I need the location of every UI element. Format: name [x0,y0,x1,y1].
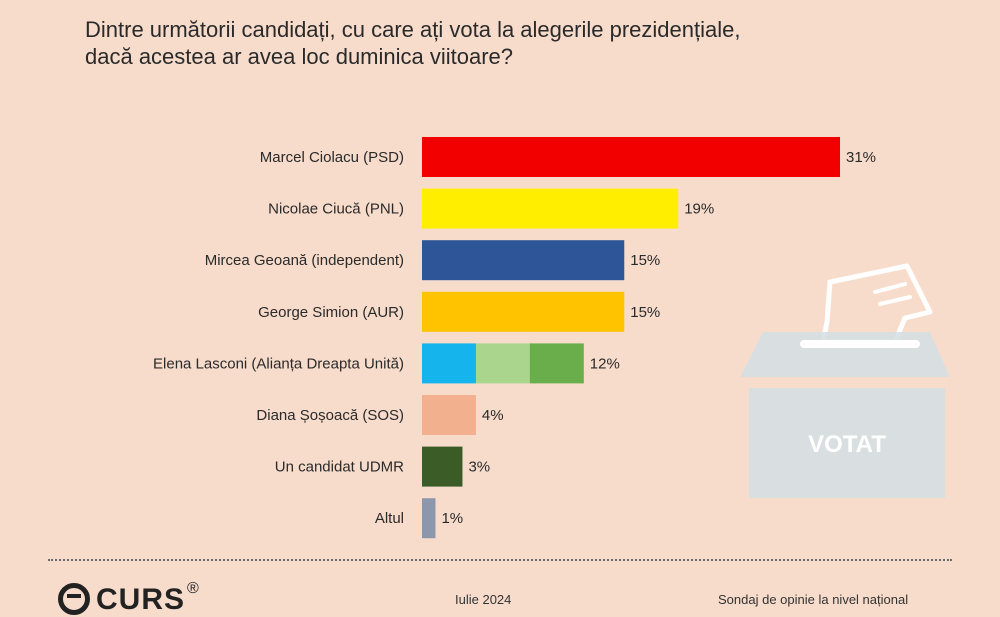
bar-diana-sosoaca-sos [422,395,476,435]
ballot-box-label: VOTAT [808,431,886,458]
bar-chart: Marcel Ciolacu (PSD) Nicolae Ciucă (PNL) M… [153,137,876,539]
curs-logo: CURS ® [58,580,199,616]
bar-elena-lasconi-alianta-dreapta-unita-segment-1 [422,343,477,384]
logo-registered-mark: ® [187,580,199,597]
value-label-george-simion-aur: 15% [630,304,660,321]
value-label-diana-sosoaca-sos: 4% [482,407,504,424]
category-label-un-candidat-udmr: Un candidat UDMR [275,459,404,476]
category-labels: Marcel Ciolacu (PSD) Nicolae Ciucă (PNL) M… [153,149,404,527]
logo-text: CURS [96,583,186,616]
bar-marcel-ciolacu-psd [422,137,840,177]
value-label-marcel-ciolacu-psd: 31% [846,149,876,166]
bar-nicolae-ciuca-pnl [422,188,679,229]
value-label-elena-lasconi-alianta-dreapta-unita: 12% [590,355,620,372]
ballot-hand-icon [820,263,933,345]
category-label-elena-lasconi-alianta-dreapta-unita: Elena Lasconi (Alianța Dreapta Unită) [153,355,404,372]
chart-title: Dintre următorii candidați, cu care ați … [85,17,741,69]
logo-mark-icon [58,583,90,615]
value-label-un-candidat-udmr: 3% [468,459,490,476]
category-label-mircea-geoana-independent: Mircea Geoană (independent) [205,252,404,269]
value-label-altul: 1% [441,510,463,527]
bar-altul [422,498,436,539]
category-label-nicolae-ciuca-pnl: Nicolae Ciucă (PNL) [268,201,404,218]
value-label-nicolae-ciuca-pnl: 19% [684,201,714,218]
ballot-box-icon: VOTAT [740,263,950,498]
value-labels: 31% 19% 15% 15% 12% 4% 3% 1% [441,149,876,527]
value-label-mircea-geoana-independent: 15% [630,252,660,269]
footer-divider [48,559,952,561]
bar-elena-lasconi-alianta-dreapta-unita-segment-2 [475,343,531,384]
bars [422,137,840,539]
bar-elena-lasconi-alianta-dreapta-unita-segment-3 [529,343,584,384]
category-label-altul: Altul [375,510,404,527]
bar-george-simion-aur [422,291,625,332]
category-label-george-simion-aur: George Simion (AUR) [258,304,404,321]
bar-mircea-geoana-independent [422,240,625,281]
category-label-diana-sosoaca-sos: Diana Șoșoacă (SOS) [256,407,404,424]
category-label-marcel-ciolacu-psd: Marcel Ciolacu (PSD) [260,149,404,166]
bar-un-candidat-udmr [422,446,463,487]
